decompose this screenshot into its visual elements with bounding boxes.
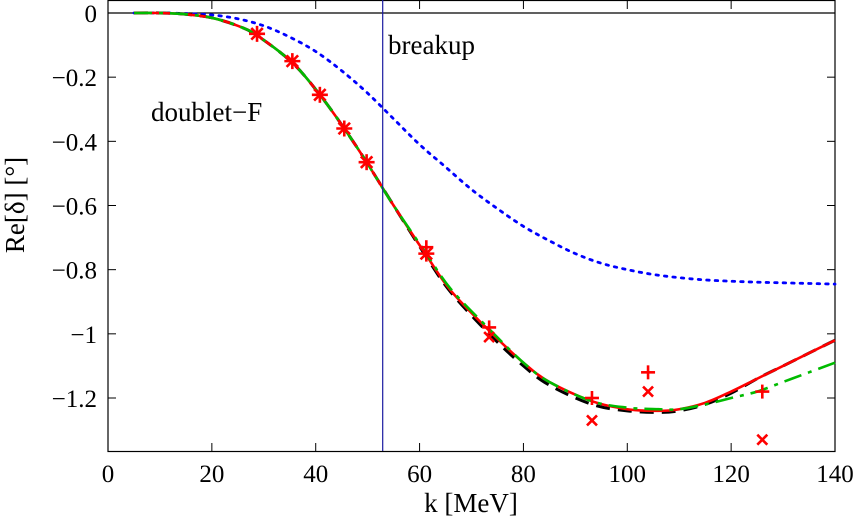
x-tick-label: 80 [511,461,536,488]
x-tick-label: 60 [407,461,432,488]
series-line-dotted [132,11,837,286]
cross-marker [483,331,496,343]
asterisk-marker [284,53,301,70]
x-tick-label: 120 [712,461,750,488]
x-axis-label: k [MeV] [424,488,518,518]
plus-marker [419,240,434,255]
cross-marker [642,385,654,398]
x-tick-label: 100 [609,461,647,488]
y-tick-label: −0.2 [52,65,97,92]
wave-label: doublet−F [151,97,262,127]
cross-marker [586,414,598,427]
series-line-dashed [133,11,836,414]
plus-marker [482,320,497,335]
x-tick-label: 0 [102,461,115,488]
x-tick-label: 140 [816,461,854,488]
plus-marker [641,365,656,380]
asterisk-marker [249,25,266,42]
series-line-dashdot [133,11,836,411]
x-tick-label: 20 [199,461,224,488]
plot-frame [107,0,836,453]
plus-marker [755,384,770,399]
y-tick-label: −0.6 [52,194,97,221]
y-tick-label: 0 [85,1,98,28]
plus-marker [584,391,599,405]
series-line-solid [133,11,836,413]
y-tick-label: −0.4 [52,129,98,156]
y-axis-label: Re[δ] [°] [0,157,30,253]
asterisk-marker [336,120,353,137]
cross-marker [756,433,769,446]
breakup-label: breakup [388,30,475,60]
y-tick-label: −0.8 [52,258,97,285]
x-tick-label: 40 [303,461,328,488]
asterisk-marker [358,154,375,171]
y-tick-label: −1 [70,322,97,349]
y-tick-label: −1.2 [52,386,97,413]
asterisk-marker [311,86,328,103]
